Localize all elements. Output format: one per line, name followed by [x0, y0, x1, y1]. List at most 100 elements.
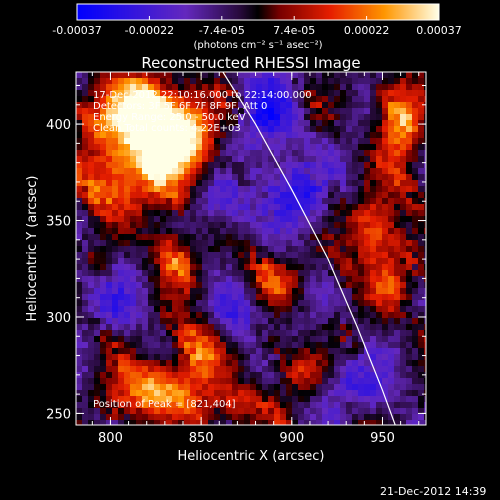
- heatmap-cell: [220, 264, 227, 271]
- heatmap-cell: [238, 72, 245, 79]
- heatmap-cell: [184, 252, 191, 259]
- heatmap-cell: [274, 114, 281, 121]
- heatmap-cell: [250, 96, 257, 103]
- heatmap-cell: [364, 288, 371, 295]
- heatmap-cell: [232, 264, 239, 271]
- heatmap-cell: [106, 330, 113, 337]
- heatmap-cell: [130, 84, 137, 91]
- heatmap-cell: [328, 198, 335, 205]
- heatmap-cell: [256, 408, 263, 415]
- heatmap-cell: [166, 114, 173, 121]
- heatmap-cell: [214, 384, 221, 391]
- heatmap-cell: [388, 180, 395, 187]
- heatmap-cell: [424, 324, 426, 331]
- heatmap-cell: [94, 228, 101, 235]
- heatmap-cell: [370, 384, 377, 391]
- heatmap-cell: [112, 390, 119, 397]
- heatmap-cell: [250, 420, 257, 425]
- heatmap-cell: [100, 192, 107, 199]
- heatmap-cell: [364, 240, 371, 247]
- heatmap-cell: [184, 96, 191, 103]
- heatmap-cell: [292, 90, 299, 97]
- heatmap-cell: [334, 72, 341, 79]
- heatmap-cell: [286, 282, 293, 289]
- heatmap-cell: [370, 198, 377, 205]
- heatmap-cell: [370, 360, 377, 367]
- heatmap-cell: [316, 174, 323, 181]
- heatmap-cell: [280, 420, 287, 425]
- heatmap-cell: [148, 354, 155, 361]
- heatmap-cell: [400, 306, 407, 313]
- heatmap-cell: [106, 108, 113, 115]
- heatmap-cell: [88, 330, 95, 337]
- heatmap-cell: [244, 78, 251, 85]
- heatmap-cell: [130, 198, 137, 205]
- heatmap-cell: [196, 168, 203, 175]
- heatmap-cell: [232, 126, 239, 133]
- heatmap-cell: [322, 408, 329, 415]
- heatmap-cell: [112, 408, 119, 415]
- heatmap-cell: [304, 102, 311, 109]
- heatmap-cell: [148, 360, 155, 367]
- heatmap-cell: [196, 270, 203, 277]
- heatmap-cell: [322, 372, 329, 379]
- heatmap-cell: [220, 384, 227, 391]
- heatmap-cell: [298, 210, 305, 217]
- heatmap-cell: [412, 192, 419, 199]
- heatmap-cell: [208, 264, 215, 271]
- heatmap-cell: [82, 168, 89, 175]
- heatmap-cell: [112, 312, 119, 319]
- heatmap-cell: [358, 72, 365, 79]
- heatmap-cell: [346, 108, 353, 115]
- heatmap-cell: [88, 336, 95, 343]
- heatmap-cell: [280, 360, 287, 367]
- heatmap-cell: [352, 246, 359, 253]
- heatmap-cell: [220, 330, 227, 337]
- heatmap-cell: [382, 294, 389, 301]
- heatmap-cell: [370, 216, 377, 223]
- heatmap-cell: [352, 132, 359, 139]
- heatmap-cell: [166, 366, 173, 373]
- heatmap-cell: [172, 306, 179, 313]
- heatmap-cell: [214, 300, 221, 307]
- heatmap-cell: [136, 366, 143, 373]
- heatmap-cell: [316, 252, 323, 259]
- heatmap-cell: [142, 156, 149, 163]
- heatmap-cell: [316, 408, 323, 415]
- heatmap-cell: [298, 264, 305, 271]
- heatmap-cell: [154, 114, 161, 121]
- heatmap-cell: [190, 366, 197, 373]
- heatmap-cell: [334, 372, 341, 379]
- heatmap-cell: [244, 360, 251, 367]
- heatmap-cell: [148, 420, 155, 425]
- heatmap-cell: [130, 312, 137, 319]
- heatmap-cell: [310, 306, 317, 313]
- heatmap-cell: [256, 348, 263, 355]
- heatmap-cell: [220, 390, 227, 397]
- heatmap-cell: [136, 306, 143, 313]
- heatmap-cell: [250, 246, 257, 253]
- heatmap-cell: [376, 138, 383, 145]
- heatmap-cell: [100, 354, 107, 361]
- x-tick-label: 950: [370, 431, 395, 446]
- heatmap-cell: [190, 354, 197, 361]
- heatmap-cell: [304, 72, 311, 79]
- heatmap-cell: [184, 126, 191, 133]
- heatmap-cell: [406, 72, 413, 79]
- heatmap-cell: [316, 186, 323, 193]
- heatmap-cell: [328, 342, 335, 349]
- heatmap-cell: [112, 132, 119, 139]
- heatmap-cell: [226, 108, 233, 115]
- heatmap-cell: [328, 420, 335, 425]
- heatmap-cell: [346, 372, 353, 379]
- heatmap-cell: [376, 348, 383, 355]
- heatmap-cell: [94, 132, 101, 139]
- heatmap-cell: [412, 408, 419, 415]
- heatmap-cell: [124, 246, 131, 253]
- heatmap-cell: [154, 378, 161, 385]
- heatmap-cell: [184, 108, 191, 115]
- heatmap-cell: [118, 396, 125, 403]
- heatmap-cell: [124, 264, 131, 271]
- heatmap-cell: [262, 222, 269, 229]
- heatmap-cell: [394, 312, 401, 319]
